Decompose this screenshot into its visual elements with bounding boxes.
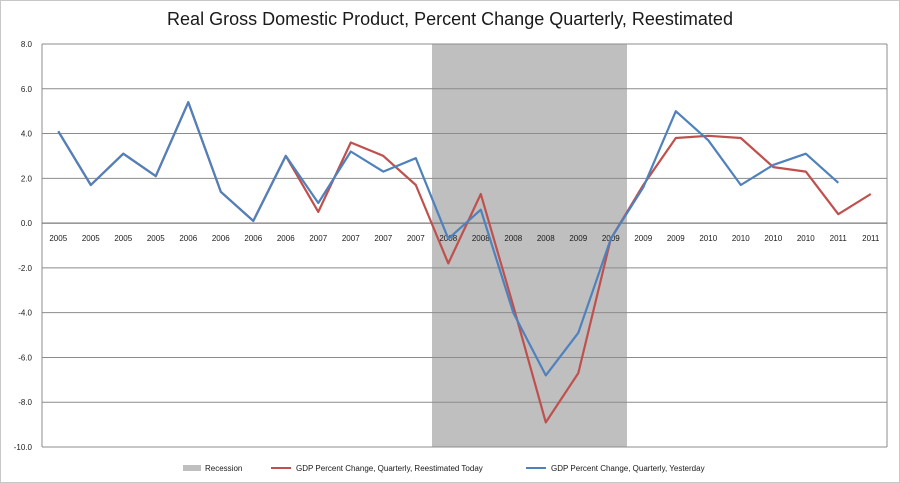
- y-tick-label: 4.0: [21, 130, 33, 139]
- y-tick-label: 8.0: [21, 40, 33, 49]
- legend-label-yesterday: GDP Percent Change, Quarterly, Yesterday: [551, 463, 705, 473]
- x-tick-label: 2010: [732, 234, 750, 243]
- x-tick-label: 2007: [309, 234, 327, 243]
- y-tick-label: -2.0: [18, 264, 32, 273]
- y-tick-label: 2.0: [21, 174, 33, 183]
- x-tick-label: 2007: [374, 234, 392, 243]
- x-tick-label: 2005: [49, 234, 67, 243]
- y-tick-label: 0.0: [21, 219, 33, 228]
- legend-swatch-yesterday: [526, 467, 546, 469]
- x-tick-label: 2008: [504, 234, 522, 243]
- x-tick-label: 2010: [699, 234, 717, 243]
- x-tick-label: 2005: [82, 234, 100, 243]
- chart-legend: Recession GDP Percent Change, Quarterly,…: [0, 458, 900, 478]
- x-tick-label: 2006: [277, 234, 295, 243]
- legend-swatch-reestimated: [271, 467, 291, 469]
- x-tick-label: 2011: [830, 234, 848, 243]
- y-tick-label: -10.0: [14, 443, 33, 452]
- y-tick-label: -8.0: [18, 398, 32, 407]
- x-tick-label: 2007: [342, 234, 360, 243]
- x-tick-label: 2009: [569, 234, 587, 243]
- x-tick-label: 2007: [407, 234, 425, 243]
- y-tick-label: 6.0: [21, 85, 33, 94]
- x-tick-label: 2006: [244, 234, 262, 243]
- recession-band: [432, 44, 627, 447]
- y-tick-label: -6.0: [18, 353, 32, 362]
- x-tick-label: 2005: [114, 234, 132, 243]
- x-tick-label: 2006: [179, 234, 197, 243]
- x-tick-label: 2008: [472, 234, 490, 243]
- x-tick-label: 2006: [212, 234, 230, 243]
- legend-label-recession: Recession: [205, 463, 243, 473]
- y-tick-label: -4.0: [18, 309, 32, 318]
- x-tick-label: 2005: [147, 234, 165, 243]
- legend-item-yesterday: GDP Percent Change, Quarterly, Yesterday: [526, 458, 705, 478]
- legend-label-reestimated: GDP Percent Change, Quarterly, Reestimat…: [296, 463, 483, 473]
- x-tick-label: 2011: [862, 234, 880, 243]
- x-tick-label: 2008: [537, 234, 555, 243]
- legend-item-reestimated: GDP Percent Change, Quarterly, Reestimat…: [271, 458, 483, 478]
- series-line-yesterday: [57, 101, 840, 377]
- legend-item-recession: Recession: [183, 458, 242, 478]
- x-tick-label: 2010: [764, 234, 782, 243]
- x-tick-label: 2010: [797, 234, 815, 243]
- legend-swatch-recession: [183, 465, 201, 471]
- chart-title: Real Gross Domestic Product, Percent Cha…: [167, 9, 733, 29]
- x-tick-label: 2009: [634, 234, 652, 243]
- x-tick-label: 2009: [667, 234, 685, 243]
